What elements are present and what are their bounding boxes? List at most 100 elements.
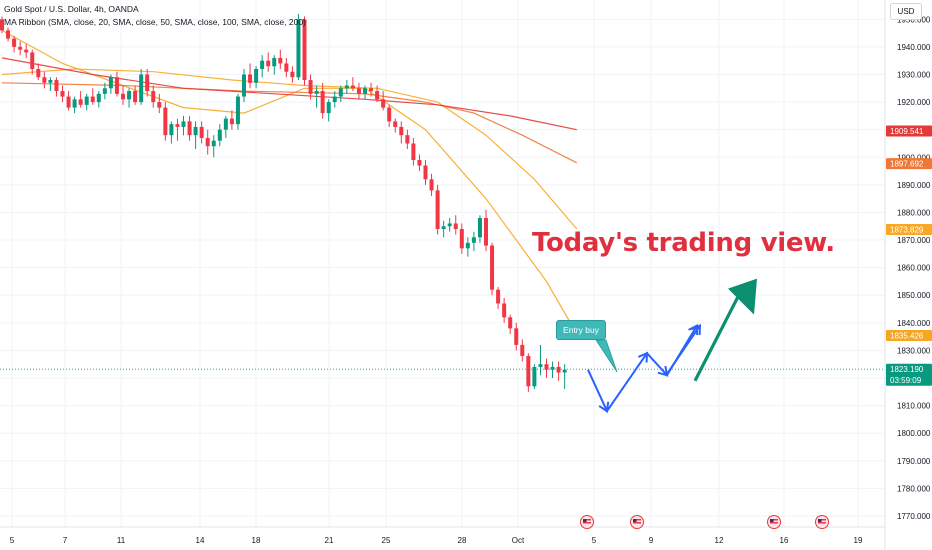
candle (181, 115, 186, 136)
candle-body (157, 102, 162, 108)
ma-line-sma-100 (1, 82, 578, 164)
candle-body (284, 63, 289, 72)
candle-body (24, 49, 29, 53)
entry-buy-pointer (595, 339, 618, 373)
currency-button[interactable]: USD (890, 3, 922, 20)
candle-body (229, 118, 234, 125)
candle (248, 63, 253, 89)
candle-body (514, 328, 519, 345)
candle-body (96, 93, 101, 103)
candle-body (84, 96, 89, 105)
candle-body (30, 52, 35, 69)
candle-body (562, 369, 567, 373)
candle-body (235, 96, 240, 125)
candle (387, 104, 392, 127)
candle-body (272, 57, 277, 67)
candle (78, 91, 83, 108)
candle-body (254, 68, 259, 83)
candle (520, 339, 525, 362)
candle (60, 85, 65, 103)
candle-body (6, 30, 11, 39)
arrowhead-icon (637, 351, 649, 363)
candle-body (205, 137, 210, 147)
candle-body (393, 121, 398, 127)
candle-body (139, 74, 144, 103)
arrowhead-icon (598, 401, 610, 413)
candle (544, 358, 549, 379)
price-tick-label: 1800.000 (897, 429, 931, 438)
candle (320, 82, 325, 119)
candle (199, 121, 204, 144)
candle (66, 91, 71, 111)
candle (550, 361, 555, 379)
candle (151, 85, 156, 108)
candle-body (308, 80, 313, 94)
economic-event-icon (767, 515, 781, 529)
candle (187, 115, 192, 141)
candle (381, 91, 386, 111)
candle (502, 297, 507, 323)
candle (405, 129, 410, 149)
candle-body (441, 226, 446, 230)
candle-body (90, 96, 95, 103)
candle (514, 322, 519, 351)
candle-body (242, 74, 246, 97)
candle-body (163, 107, 168, 136)
candle-body (435, 190, 440, 230)
price-tick-label: 1810.000 (897, 402, 931, 411)
candle (508, 314, 513, 334)
candle-body (127, 91, 132, 100)
candle-body (278, 57, 283, 64)
candle (284, 57, 289, 78)
candle (332, 91, 337, 108)
candle-body (145, 74, 150, 92)
candle (169, 121, 174, 144)
candle-body (60, 91, 65, 97)
candle (223, 115, 228, 138)
candle (326, 99, 331, 122)
candle (314, 85, 319, 108)
candle (84, 93, 89, 111)
price-marker-label: 1823.190 (890, 365, 924, 374)
candle (235, 93, 240, 130)
candle (375, 85, 380, 103)
candle-body (484, 217, 488, 246)
candle-body (266, 60, 271, 67)
ma-line-sma-200 (1, 57, 577, 131)
candle (90, 88, 95, 105)
candle (338, 85, 343, 103)
candle (0, 16, 4, 34)
candle (121, 85, 125, 105)
candle-body (199, 126, 204, 138)
candle (272, 55, 277, 75)
candle-body (181, 121, 186, 127)
candle (266, 52, 271, 72)
candle (477, 215, 482, 243)
time-tick-label: 18 (252, 536, 261, 545)
candle (423, 160, 428, 185)
candle-body (363, 88, 367, 94)
candle-body (175, 124, 180, 127)
candle-body (375, 91, 380, 100)
candle-body (290, 71, 295, 78)
candle-body (459, 229, 464, 249)
price-tick-label: 1860.000 (897, 264, 931, 273)
candle (562, 364, 567, 390)
economic-event-icon (815, 515, 829, 529)
time-tick-label: 9 (649, 536, 654, 545)
green-arrow-head-icon (728, 278, 757, 315)
time-tick-label: 16 (780, 536, 789, 545)
candle (484, 209, 488, 252)
candle-body (447, 223, 452, 227)
candle (490, 242, 495, 296)
price-tick-label: 1840.000 (897, 319, 931, 328)
candle-body (296, 19, 301, 78)
time-tick-label: 28 (458, 536, 467, 545)
grid-lines (0, 0, 885, 527)
candle-body (78, 99, 83, 105)
candle (363, 85, 367, 100)
candle (308, 74, 313, 100)
candles (0, 13, 567, 392)
candle-body (314, 91, 319, 94)
